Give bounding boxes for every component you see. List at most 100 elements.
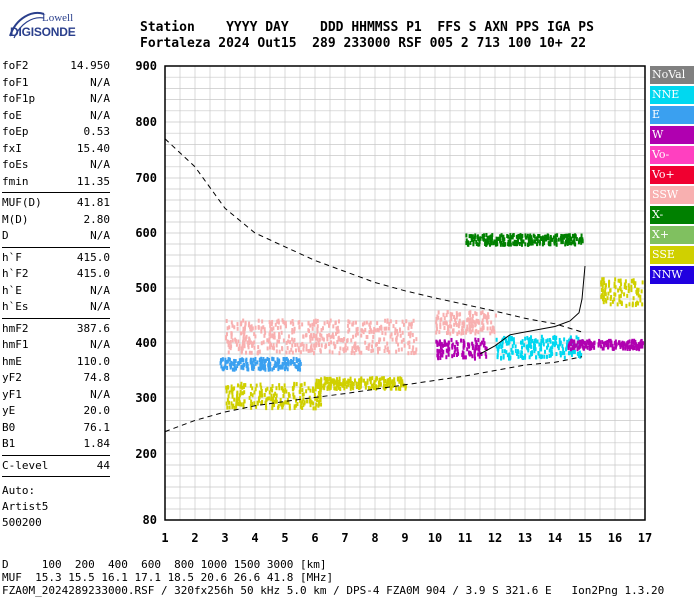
footer: D 100 200 400 600 800 1000 1500 3000 [km… [2,558,664,597]
echo-point [568,233,571,238]
echo-point [484,242,487,247]
echo-point [631,278,634,283]
echo-point [499,341,502,346]
echo-point [309,348,312,353]
param-name: B0 [2,420,16,434]
echo-point [286,397,289,402]
echo-point [354,341,357,346]
echo-point [251,366,254,371]
echo-point [365,345,368,350]
echo-point [362,330,365,335]
echo-point [603,281,606,286]
echo-point [248,395,251,400]
echo-point [302,347,305,352]
echo-point [637,342,640,347]
echo-point [271,333,274,338]
echo-point [228,341,231,346]
echo-point [316,382,319,387]
echo-point [395,386,398,391]
echo-point [235,342,238,347]
footer-file-info: FZA0M_2024289233000.RSF / 320fx256h 50 k… [2,584,665,597]
echo-point [624,279,627,284]
echo-point [231,404,234,409]
echo-point [411,332,414,337]
echo-point [248,340,251,345]
echo-point [263,327,266,332]
echo-point [271,345,274,350]
echo-point [319,398,322,403]
echo-point [240,331,243,336]
echo-point [301,392,304,397]
echo-point [316,318,319,323]
echo-point [275,386,278,391]
echo-point [293,337,296,342]
echo-point [243,344,246,349]
echo-point [230,360,233,365]
echo-point [521,355,524,360]
y-tick-label: 600 [135,226,157,240]
echo-point [335,380,338,385]
logo-swoosh-icon [9,12,45,39]
echo-point [628,286,631,291]
echo-point [246,367,249,372]
echo-point [369,325,372,330]
echo-point [383,383,386,388]
echo-point [274,391,277,396]
echo-point [405,319,408,324]
echo-point [381,330,384,335]
echo-point [286,345,289,350]
echo-point [291,318,294,323]
echo-point [343,382,346,387]
param-row: h`F2 415.0 [2,266,110,283]
echo-point [389,319,392,324]
echo-point [315,320,318,325]
echo-point [383,348,386,353]
echo-point [228,400,231,405]
echo-point [270,321,273,326]
echo-point [313,346,316,351]
echo-point [455,352,458,357]
echo-point [561,351,564,356]
echo-point [315,341,318,346]
echo-point [314,387,317,392]
echo-point [479,327,482,332]
echo-point [313,334,316,339]
echo-point [233,362,236,367]
footer-muf-row: MUF 15.3 15.5 16.1 17.1 18.5 20.6 26.6 4… [2,571,334,584]
echo-point [359,380,362,385]
echo-point [388,350,391,355]
echo-point [378,337,381,342]
echo-point [586,345,589,350]
echo-point [251,342,254,347]
echo-point [511,235,514,240]
param-value: N/A [90,229,110,242]
param-name: fxI [2,141,22,155]
echo-point [399,333,402,338]
echo-point [573,241,576,246]
echo-point [502,242,505,247]
echo-point [551,341,554,346]
echo-point [282,357,285,362]
echo-point [600,294,603,299]
echo-point [382,385,385,390]
echo-point [250,324,253,329]
echo-point [542,342,545,347]
param-name: yF2 [2,371,22,384]
echo-point [514,242,517,247]
echo-point [384,383,387,388]
echo-point [632,280,635,285]
echo-point [577,353,580,358]
echo-point [451,354,454,359]
echo-point [257,396,260,401]
echo-point [307,349,310,354]
echo-point [352,320,355,325]
echo-point [579,341,582,346]
echo-point [554,233,557,238]
echo-point [465,241,468,246]
echo-point [637,293,640,298]
echo-point [515,234,518,239]
echo-point [299,383,302,388]
echo-point [305,347,308,352]
param-row: yF2 74.8 [2,370,110,387]
echo-point [585,342,588,347]
